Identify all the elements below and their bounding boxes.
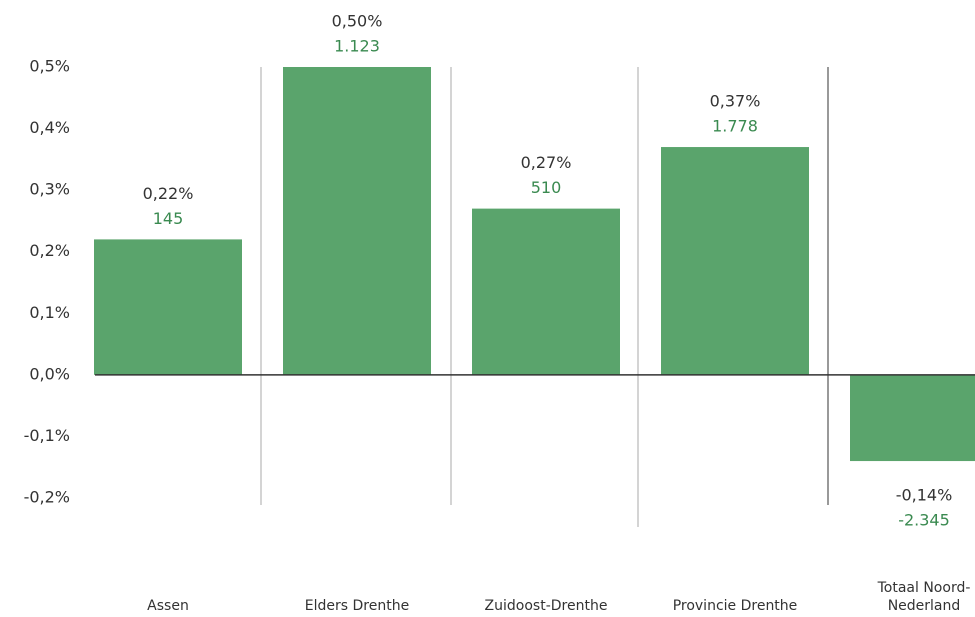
y-tick-label: 0,2%	[29, 241, 70, 260]
y-tick-label: 0,5%	[29, 57, 70, 76]
y-tick-label: -0,2%	[24, 488, 70, 507]
value-label: 0,50%	[332, 12, 383, 31]
bar	[850, 374, 975, 462]
value-label: 0,37%	[710, 92, 761, 111]
x-tick-label: Zuidoost-Drenthe	[484, 598, 608, 614]
value-label: 0,27%	[521, 153, 572, 172]
count-label: 510	[531, 178, 562, 197]
x-tick-label: Provincie Drenthe	[672, 598, 798, 614]
y-tick-label: 0,0%	[29, 364, 70, 383]
count-label: -2.345	[898, 511, 950, 530]
count-label: 1.123	[334, 37, 380, 56]
y-tick-label: -0,1%	[24, 426, 70, 445]
value-label: -0,14%	[896, 486, 953, 505]
x-tick-label: Assen	[147, 598, 189, 614]
x-tick-label: Elders Drenthe	[304, 598, 410, 614]
count-label: 145	[153, 209, 184, 228]
bar	[661, 147, 809, 375]
y-tick-label: 0,3%	[29, 180, 70, 199]
y-tick-label: 0,4%	[29, 118, 70, 137]
bar	[94, 239, 242, 375]
y-tick-label: 0,1%	[29, 303, 70, 322]
count-label: 1.778	[712, 117, 758, 136]
bar	[472, 208, 620, 375]
x-tick-label: Totaal Noord-Nederland	[877, 580, 971, 614]
value-label: 0,22%	[143, 184, 194, 203]
bar	[283, 67, 431, 375]
